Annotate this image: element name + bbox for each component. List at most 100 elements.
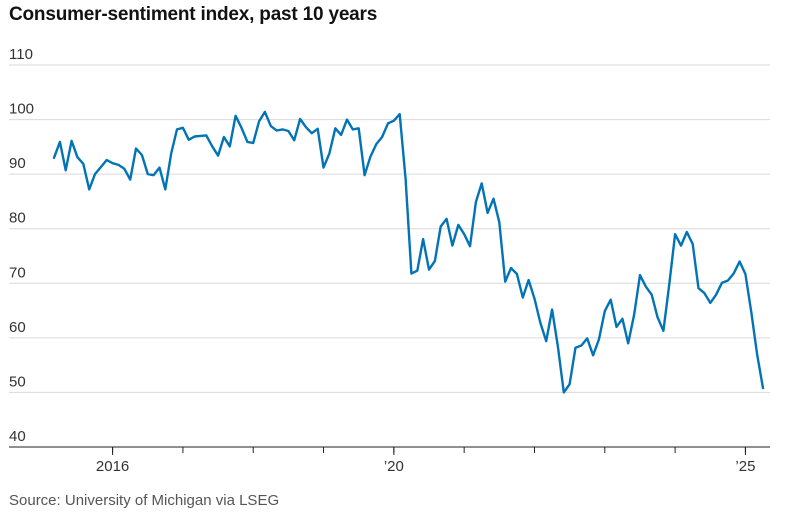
data-point: [234, 115, 236, 117]
y-tick-label: 60: [9, 319, 26, 336]
data-point: [276, 129, 278, 131]
data-point: [211, 145, 213, 147]
data-point: [188, 139, 190, 141]
x-tick-label: ’25: [735, 458, 755, 475]
data-point: [422, 238, 424, 240]
data-point: [129, 178, 131, 180]
data-point: [252, 142, 254, 144]
data-point: [551, 308, 553, 310]
series-layer: [52, 110, 765, 394]
data-point: [568, 383, 570, 385]
data-point: [76, 156, 78, 158]
data-point: [199, 135, 201, 137]
data-point: [586, 337, 588, 339]
data-point: [53, 157, 55, 159]
data-point: [580, 344, 582, 346]
data-point: [399, 113, 401, 115]
data-point: [258, 120, 260, 122]
data-point: [604, 310, 606, 312]
data-point: [334, 127, 336, 129]
data-point: [305, 126, 307, 128]
data-point: [158, 166, 160, 168]
y-tick-label: 90: [9, 155, 26, 172]
data-point: [299, 118, 301, 120]
x-tick-label: ’20: [384, 458, 404, 475]
data-point: [668, 284, 670, 286]
data-point: [598, 338, 600, 340]
data-point: [193, 135, 195, 137]
data-point: [463, 233, 465, 235]
x-axis: 2016 ’20 ’25: [9, 446, 770, 475]
chart-title: Consumer-sentiment index, past 10 years: [9, 4, 378, 25]
data-point: [287, 130, 289, 132]
data-point: [182, 127, 184, 129]
data-point: [369, 156, 371, 158]
series-line: [52, 110, 765, 394]
line-chart: 40 50 60 70 80 90 100 110 2016 ’20 ’25: [9, 46, 770, 475]
data-point: [434, 260, 436, 262]
data-point: [82, 163, 84, 165]
data-point: [152, 174, 154, 176]
data-point: [727, 279, 729, 281]
data-point: [469, 245, 471, 247]
data-point: [375, 143, 377, 145]
data-point: [147, 173, 149, 175]
y-tick-label: 50: [9, 373, 26, 390]
y-tick-label: 100: [9, 101, 34, 118]
data-point: [633, 314, 635, 316]
y-tick-label: 70: [9, 264, 26, 281]
data-point: [264, 111, 266, 113]
data-point: [715, 294, 717, 296]
data-point: [510, 267, 512, 269]
data-point: [106, 159, 108, 161]
data-point: [205, 134, 207, 136]
data-point: [610, 299, 612, 301]
data-point: [762, 387, 764, 389]
data-point: [240, 127, 242, 129]
data-point: [170, 152, 172, 154]
data-point: [117, 164, 119, 166]
x-tick-label: 2016: [96, 458, 129, 475]
y-tick-label: 40: [9, 428, 26, 445]
data-point: [733, 272, 735, 274]
data-point: [738, 260, 740, 262]
data-point: [498, 221, 500, 223]
data-point: [123, 168, 125, 170]
data-point: [281, 128, 283, 130]
data-point: [656, 316, 658, 318]
data-point: [615, 326, 617, 328]
data-point: [516, 273, 518, 275]
data-point: [387, 122, 389, 124]
y-axis-tick-labels: 40 50 60 70 80 90 100 110: [9, 46, 34, 445]
data-point: [404, 178, 406, 180]
data-point: [229, 145, 231, 147]
data-point: [164, 188, 166, 190]
data-point: [340, 134, 342, 136]
data-point: [428, 268, 430, 270]
data-point: [410, 272, 412, 274]
data-point: [475, 201, 477, 203]
data-point: [358, 127, 360, 129]
data-point: [457, 224, 459, 226]
data-point: [293, 139, 295, 141]
data-point: [141, 154, 143, 156]
data-point: [662, 330, 664, 332]
data-point: [522, 296, 524, 298]
data-point: [709, 302, 711, 304]
data-point: [381, 136, 383, 138]
data-point: [94, 173, 96, 175]
data-point: [176, 128, 178, 130]
data-point: [363, 174, 365, 176]
data-point: [744, 273, 746, 275]
data-point: [346, 118, 348, 120]
data-point: [246, 141, 248, 143]
y-tick-label: 110: [9, 46, 33, 63]
data-point: [111, 162, 113, 164]
data-point: [574, 347, 576, 349]
data-point: [539, 321, 541, 323]
data-point: [328, 152, 330, 154]
data-point: [545, 340, 547, 342]
data-point: [686, 231, 688, 233]
data-point: [352, 128, 354, 130]
data-point: [70, 140, 72, 142]
